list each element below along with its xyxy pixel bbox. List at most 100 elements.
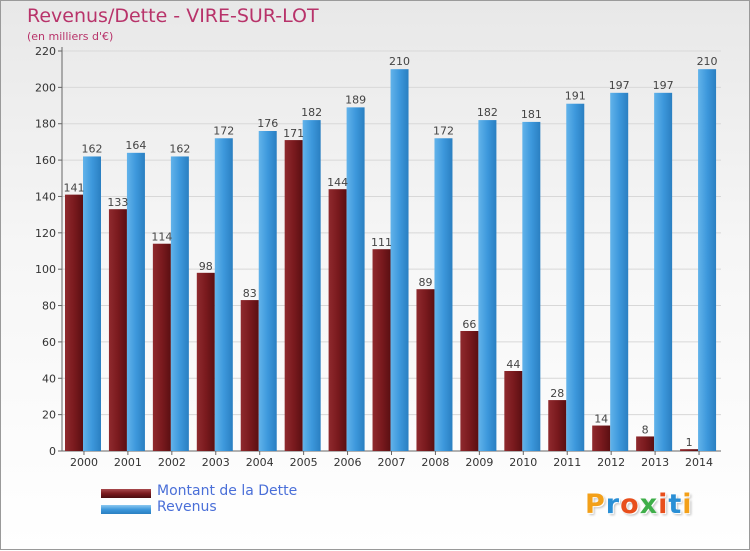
data-label-debt-2004: 83 (243, 287, 257, 300)
bar-debt-2006 (328, 189, 347, 451)
data-label-debt-2009: 66 (462, 318, 476, 331)
y-tick-label: 160 (35, 154, 56, 167)
x-tick-label-2004: 2004 (246, 456, 274, 469)
x-tick-label-2009: 2009 (465, 456, 493, 469)
data-label-debt-2013: 8 (642, 423, 649, 436)
bar-debt-2001 (108, 209, 127, 451)
data-label-revenue-2010: 181 (521, 108, 542, 121)
data-label-revenue-2011: 191 (565, 90, 586, 103)
data-label-debt-2002: 114 (151, 231, 172, 244)
y-tick-label: 220 (35, 45, 56, 58)
y-tick-label: 0 (49, 445, 56, 458)
bar-revenue-2004 (258, 131, 277, 451)
y-tick-label: 140 (35, 190, 56, 203)
x-tick-label-2008: 2008 (421, 456, 449, 469)
bar-revenue-2002 (170, 156, 189, 452)
bar-revenue-2007 (390, 69, 409, 451)
bar-revenue-2014 (698, 69, 717, 451)
data-label-debt-2007: 111 (371, 236, 392, 249)
bar-debt-2012 (592, 425, 611, 451)
x-tick-label-2011: 2011 (553, 456, 581, 469)
x-tick-label-2005: 2005 (290, 456, 318, 469)
y-tick-label: 60 (42, 336, 56, 349)
data-label-revenue-2004: 176 (257, 117, 278, 130)
logo-letter: i (682, 489, 693, 520)
y-tick-label: 80 (42, 300, 56, 313)
bar-revenue-2008 (434, 138, 453, 452)
y-tick-label: 20 (42, 409, 56, 422)
bar-revenue-2000 (83, 156, 101, 452)
data-label-debt-2006: 144 (327, 176, 348, 189)
chart-subtitle: (en milliers d'€) (27, 30, 114, 43)
logo-letter: x (639, 489, 659, 520)
data-label-debt-2003: 98 (199, 260, 213, 273)
bar-revenue-2013 (654, 92, 673, 452)
y-tick-label: 40 (42, 372, 56, 385)
bar-debt-2010 (504, 371, 523, 451)
x-tick-label-2013: 2013 (641, 456, 669, 469)
data-label-revenue-2013: 197 (653, 79, 674, 92)
bar-debt-2003 (196, 272, 215, 451)
bar-revenue-2006 (346, 107, 365, 451)
bar-revenue-2010 (522, 121, 541, 451)
bar-debt-2002 (152, 243, 171, 451)
data-label-debt-2000: 141 (64, 182, 85, 195)
x-tick-label-2012: 2012 (597, 456, 625, 469)
data-label-revenue-2014: 210 (697, 55, 718, 68)
data-label-revenue-2006: 189 (345, 93, 366, 106)
y-tick-label: 180 (35, 118, 56, 131)
data-label-revenue-2003: 172 (213, 124, 234, 137)
x-tick-label-2003: 2003 (202, 456, 230, 469)
logo-letter: i (658, 489, 669, 520)
data-label-revenue-2001: 164 (125, 139, 146, 152)
x-tick-label-2010: 2010 (509, 456, 537, 469)
bar-debt-2000 (65, 194, 83, 452)
x-tick-label-2014: 2014 (685, 456, 713, 469)
proxiti-logo: Proxiti (585, 489, 693, 520)
logo-letter: o (620, 489, 640, 520)
data-label-debt-2001: 133 (107, 196, 128, 209)
data-label-revenue-2007: 210 (389, 55, 410, 68)
y-tick-label: 120 (35, 227, 56, 240)
legend-swatch-debt (101, 489, 151, 498)
y-tick-label: 200 (35, 81, 56, 94)
bar-debt-2011 (548, 400, 567, 451)
bar-debt-2008 (416, 289, 435, 451)
bar-revenue-2001 (126, 152, 145, 451)
bar-revenue-2012 (610, 92, 629, 452)
data-label-revenue-2005: 182 (301, 106, 322, 119)
data-label-debt-2010: 44 (506, 358, 520, 371)
x-tick-label-2000: 2000 (70, 456, 98, 469)
bar-debt-2007 (372, 249, 391, 451)
logo-letter: P (585, 489, 606, 520)
x-tick-label-2001: 2001 (114, 456, 142, 469)
bar-debt-2014 (680, 449, 699, 451)
data-label-revenue-2012: 197 (609, 79, 630, 92)
bar-debt-2009 (460, 331, 479, 451)
chart-title: Revenus/Dette - VIRE-SUR-LOT (27, 5, 319, 27)
data-label-debt-2005: 171 (283, 127, 304, 140)
legend-label-debt: Montant de la Dette (157, 483, 298, 499)
data-label-revenue-2009: 182 (477, 106, 498, 119)
data-label-revenue-2002: 162 (169, 142, 190, 155)
legend-swatch-revenue (101, 505, 151, 514)
bar-revenue-2005 (302, 120, 321, 451)
data-label-revenue-2000: 162 (82, 142, 103, 155)
bar-debt-2004 (240, 300, 259, 451)
y-tick-label: 100 (35, 263, 56, 276)
x-tick-label-2007: 2007 (378, 456, 406, 469)
bar-debt-2013 (636, 436, 655, 451)
bar-debt-2005 (284, 140, 303, 451)
x-tick-label-2002: 2002 (158, 456, 186, 469)
legend-label-revenue: Revenus (157, 499, 217, 515)
data-label-revenue-2008: 172 (433, 124, 454, 137)
data-label-debt-2014: 1 (686, 436, 693, 449)
bar-revenue-2003 (214, 138, 233, 452)
logo-letter: t (668, 489, 683, 520)
data-label-debt-2012: 14 (594, 413, 608, 426)
data-label-debt-2011: 28 (550, 387, 564, 400)
bar-revenue-2011 (566, 103, 585, 452)
x-tick-label-2006: 2006 (334, 456, 362, 469)
